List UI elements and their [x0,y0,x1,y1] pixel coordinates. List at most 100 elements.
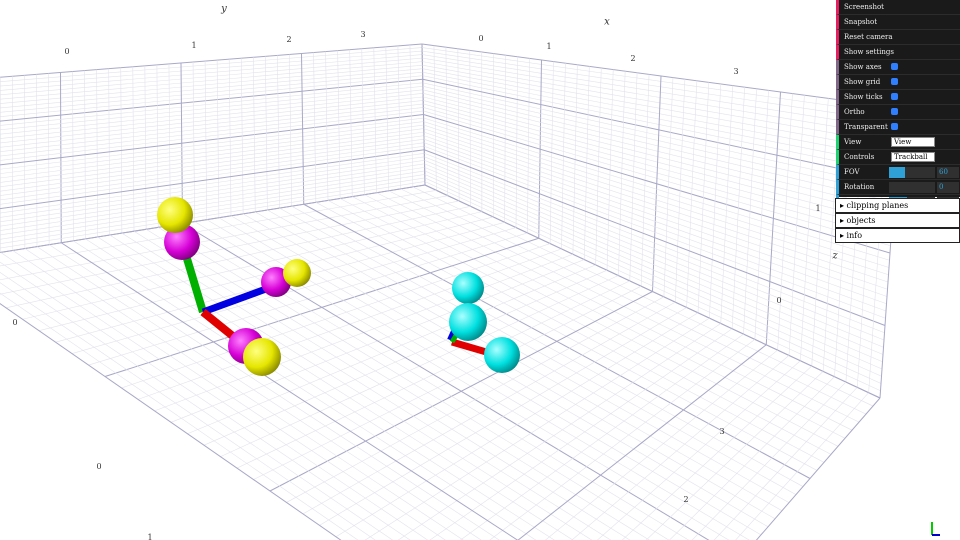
grid-line [424,160,884,348]
grid-line [460,333,744,540]
grid-line [409,44,414,187]
grid-line [423,124,889,276]
grid-line [73,240,537,540]
grid-line [735,392,869,540]
grid-line [325,51,329,201]
atom [449,303,487,341]
grid-line [397,45,402,189]
grid-line [133,230,631,540]
select-label: View [844,138,862,146]
checkbox[interactable] [891,78,898,85]
grid-line [0,149,425,210]
gui-folder[interactable]: ▸ info [835,228,960,243]
slider-track[interactable] [889,182,935,193]
grid-line [423,131,888,290]
gui-folder[interactable]: ▸ clipping planes [835,198,960,213]
grid-line [713,387,858,540]
grid-line [24,248,464,540]
gui-slider[interactable]: FOV 60 [836,165,960,180]
checkbox-label: Ortho [844,108,865,116]
molecules [157,197,520,376]
grid-line [48,244,500,540]
grid-line [0,152,425,214]
tick-label: 2 [286,35,291,44]
grid-line [571,355,790,540]
grid-line [277,55,280,209]
checkbox[interactable] [891,108,898,115]
gui-checkbox[interactable]: Ortho [836,105,960,120]
grid-line [85,238,555,540]
grid-line [0,261,411,540]
grid-line [0,75,423,117]
checkbox[interactable] [891,123,898,130]
grid-line [423,128,889,283]
gui-button[interactable]: Show settings [836,45,960,60]
grid-line [545,349,778,540]
tick-label: 0 [478,34,483,43]
grid-line [777,93,793,351]
grid-line [361,48,365,195]
grid-line [349,49,353,197]
grid-line [0,181,425,249]
atom [452,272,484,304]
grid-line [0,282,376,540]
grid-line [720,85,733,324]
tick-label: 0 [12,318,17,327]
grid-line [0,68,423,109]
grid-line [0,131,424,188]
tick-label: 3 [360,30,365,39]
checkbox-label: Show axes [844,63,882,71]
grid-line [621,365,812,540]
grid-line [170,225,690,540]
grid-line [663,77,674,297]
grid-line [674,79,686,303]
grid-line [0,142,425,201]
grid-line [597,360,801,540]
tick-label: 1 [815,204,820,213]
grid-line [0,138,425,196]
gui-checkbox[interactable]: Show axes [836,60,960,75]
grid-line [301,53,305,205]
checkbox[interactable] [891,93,898,100]
gui-slider[interactable]: Rotation 0 [836,180,960,195]
grid-line [0,64,423,104]
grid-line [204,61,208,220]
gui-panel: Screenshot Snapshot Reset camera Show setti… [836,0,960,210]
gui-checkbox[interactable]: Transparent [836,120,960,135]
grid-line [0,114,424,166]
grid-line [424,177,882,384]
grid-line [0,117,424,170]
gui-button[interactable]: Reset camera [836,30,960,45]
tick-label: 1 [147,533,152,540]
grid-line [424,170,883,370]
checkbox[interactable] [891,63,898,70]
gui-button[interactable]: Screenshot [836,0,960,15]
grid-line [424,167,883,363]
gui-button[interactable]: Snapshot [836,15,960,30]
atom [283,259,311,287]
gui-folder[interactable]: ▸ objects [835,213,960,228]
slider-value[interactable]: 60 [937,167,959,178]
axis-label: x [604,17,610,28]
gui-select[interactable]: Controls Trackball [836,150,960,165]
tick-label: 0 [776,296,781,305]
grid-line [800,96,817,361]
gui-checkbox[interactable]: Show ticks [836,90,960,105]
grid-line [423,114,891,254]
select[interactable]: View [891,137,935,147]
gui-checkbox[interactable]: Show grid [836,75,960,90]
grid-line [0,160,425,223]
grid-line [709,83,722,319]
slider-value[interactable]: 0 [937,182,959,193]
gui-select[interactable]: View View [836,135,960,150]
select[interactable]: Trackball [891,152,935,162]
grid-line [0,128,424,183]
grid-line [0,156,425,218]
grid-line [337,50,341,199]
grid-line [385,46,389,191]
grid-line [0,124,424,179]
slider-track[interactable] [889,167,935,178]
atom [484,337,520,373]
grid-line [0,200,460,295]
